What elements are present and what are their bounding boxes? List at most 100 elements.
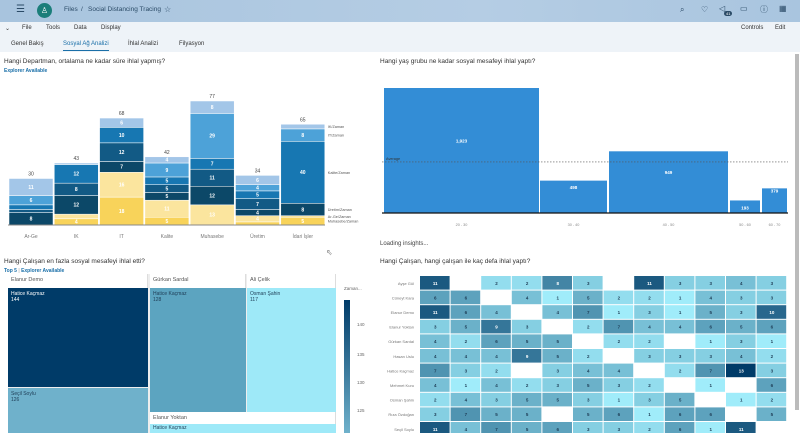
cell-value: 4	[434, 383, 437, 388]
bar-segment	[54, 162, 99, 165]
cell-value: 3	[771, 368, 774, 373]
segment-label: 6	[30, 198, 33, 204]
menu-file[interactable]: File	[22, 25, 32, 31]
tab-genel-bakis[interactable]: Genel Bakış	[11, 41, 44, 47]
segment-label: 12	[209, 193, 215, 199]
apps-grid-icon[interactable]: ▦	[779, 4, 787, 13]
cell-value: 2	[618, 339, 621, 344]
document-title: Social Distancing Tracing	[88, 6, 161, 13]
heatmap-cell	[511, 276, 542, 290]
tab-ihlal-analizi[interactable]: İhlal Analizi	[128, 41, 159, 47]
vertical-scrollbar[interactable]	[795, 54, 799, 410]
treemap-cell[interactable]: Osman Şahin 117	[247, 288, 336, 412]
legend-tick: 135	[357, 352, 365, 357]
cell-value: 5	[556, 398, 559, 403]
cell-value: 5	[495, 412, 498, 417]
x-tick-label: İdari İşler	[293, 233, 314, 240]
series-legend-label: Ar-Ge/Zaman	[328, 215, 351, 219]
bar-total-label: 42	[164, 150, 170, 156]
cell-value: 2	[587, 325, 590, 330]
panel3-title: Hangi Çalışan en fazla sosyal mesafeyi i…	[4, 258, 145, 265]
heatmap-cell	[481, 407, 511, 421]
row-label: Cüneyt Kara	[392, 295, 415, 300]
treemap-cell[interactable]: Hatice Kaçmaz 144	[8, 288, 148, 387]
heatmap-cell	[420, 319, 450, 334]
cell-value: 6	[618, 412, 621, 417]
heatmap-cell	[450, 407, 481, 421]
segment-label: 29	[209, 134, 215, 140]
cell-value: 7	[709, 368, 712, 373]
segment-label: 11	[164, 207, 170, 213]
segment-label: 7	[211, 162, 214, 168]
chat-icon[interactable]: ▭	[740, 4, 748, 13]
cell-value: 4	[526, 295, 529, 300]
cell-value: 4	[618, 368, 621, 373]
menu-bar: ⌄ File Tools Data Display Controls Edit	[0, 22, 800, 36]
segment-label: 8	[301, 133, 304, 139]
edit-button[interactable]: Edit	[775, 25, 786, 31]
segment-label: 9	[166, 168, 169, 174]
menu-data[interactable]: Data	[74, 25, 87, 31]
explorer-available-link[interactable]: Explorer Available	[21, 268, 65, 274]
cell-value: 4	[465, 354, 468, 359]
shell-bar: ☰ ♙ Files / Social Distancing Tracing ☆ …	[0, 0, 800, 22]
cell-value: 1	[556, 295, 559, 300]
menu-icon[interactable]: ☰	[16, 4, 25, 15]
heatmap-cell	[481, 349, 511, 363]
menu-display[interactable]: Display	[101, 25, 121, 31]
segment-label: 18	[119, 209, 125, 215]
tab-filyasyon[interactable]: Filyasyon	[179, 41, 205, 47]
star-icon[interactable]: ☆	[164, 5, 172, 14]
loading-insights: Loading insights...	[380, 241, 429, 247]
lightbulb-icon[interactable]: ♡	[701, 5, 709, 14]
cell-value: 11	[647, 281, 652, 286]
cell-value: 5	[679, 398, 682, 403]
cell-label: Seçil Soylu	[11, 391, 36, 397]
heatmap-cell	[603, 334, 634, 348]
cell-value: 4	[495, 383, 498, 388]
breadcrumb-files[interactable]: Files	[64, 6, 78, 13]
bar-segment	[280, 141, 326, 204]
cell-value: 11	[433, 281, 438, 286]
heatmap-cell	[634, 305, 664, 319]
cell-value: 3	[434, 412, 437, 417]
search-icon[interactable]: ⌕	[680, 5, 685, 14]
bar-segment	[8, 204, 54, 210]
segment-label: 40	[300, 170, 306, 176]
cell-value: 13	[739, 368, 745, 373]
heatmap-cell	[573, 319, 603, 334]
tab-sosyal-ag-analizi[interactable]: Sosyal Ağ Analizi	[63, 41, 109, 51]
cell-value: 4	[495, 354, 498, 359]
cell-value: 128	[153, 297, 162, 303]
cell-value: 9	[495, 325, 498, 330]
heatmap-cell	[603, 392, 634, 407]
treemap-cell[interactable]: Seçil Soylu 126	[8, 388, 148, 433]
panel1-title: Hangi Departman, ortalama ne kadar süre …	[4, 58, 166, 65]
cell-value: 3	[526, 325, 529, 330]
bar-value-label: 498	[570, 185, 578, 190]
heatmap-cell	[573, 378, 603, 392]
user-avatar-icon[interactable]: ♙	[37, 3, 52, 18]
bar-segment	[8, 209, 54, 213]
treemap-cell[interactable]: Hatice Kaçmaz	[150, 424, 336, 433]
notification-icon[interactable]: ◁	[719, 4, 726, 13]
collapse-chevron-icon[interactable]: ⌄	[5, 26, 11, 32]
treemap: Elanur Demo Gürkan Sardal Ali Çelik Hati…	[8, 274, 336, 433]
cell-value: 3	[556, 368, 559, 373]
top5-link[interactable]: Top 5	[4, 268, 17, 274]
x-tick-label: 60 - 70	[769, 223, 781, 227]
heatmap-cell	[542, 378, 572, 392]
heatmap-cell	[664, 392, 695, 407]
menu-tools[interactable]: Tools	[46, 25, 61, 31]
cell-value: 4	[740, 281, 743, 286]
cell-value: 2	[495, 281, 498, 286]
controls-button[interactable]: Controls	[741, 25, 764, 31]
treemap-cell[interactable]: Hatice Kaçmaz 128	[150, 288, 246, 412]
legend-tick: 140	[357, 322, 365, 327]
cell-value: 9	[526, 354, 529, 359]
heatmap-cell	[603, 363, 634, 378]
heatmap-cell	[695, 349, 725, 363]
cell-value: 3	[648, 354, 651, 359]
help-icon[interactable]: ⓘ	[760, 5, 768, 14]
explorer-available-link[interactable]: Explorer Available	[4, 68, 48, 74]
